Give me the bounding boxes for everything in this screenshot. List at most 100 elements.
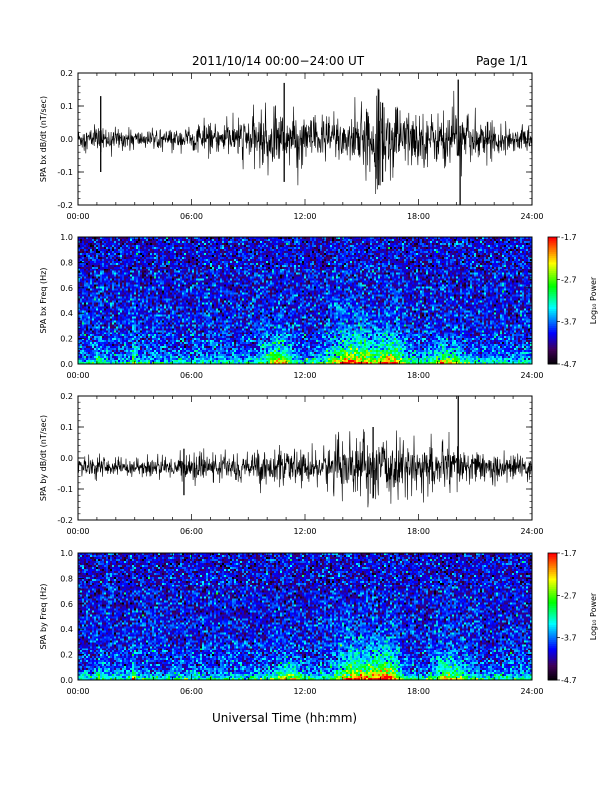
colorbar-segment [548,624,557,628]
colorbar-segment [548,344,557,348]
colorbar-segment [548,578,557,582]
colorbar-segment [548,580,557,584]
colorbar-segment [548,567,557,571]
y-tick-label: 1.0 [60,549,73,558]
y-tick-label: 0.8 [60,574,73,583]
x-tick-label: 18:00 [407,527,430,536]
colorbar-segment [548,629,557,632]
colorbar-segment [548,302,557,306]
colorbar-segment [548,270,557,274]
colorbar-segment [548,622,557,626]
x-tick-label: 12:00 [293,527,316,536]
bx-spectrogram-panel: 00:00 06:00 12:00 18:00 24:00 0.0 0.2 0.4 0.6 0.8… [39,233,598,380]
colorbar-segment [548,264,557,268]
colorbar-segment [548,268,557,272]
colorbar-segment [548,605,557,609]
y-tick-label: -0.1 [57,168,73,177]
colorbar-segment [548,669,557,673]
colorbar-segment [548,576,557,579]
colorbar-segment [548,601,557,605]
colorbar-segment [548,620,557,624]
colorbar-segment [548,597,557,601]
colorbar-segment [548,588,557,592]
x-tick-label: 00:00 [66,527,89,536]
y-tick-label: 0.2 [60,651,73,660]
colorbar-segment [548,328,557,331]
colorbar-label: Log₁₀ Power [589,276,598,324]
colorbar-segment [548,285,557,289]
colorbar-segment [548,304,557,308]
colorbar-segment [548,266,557,270]
x-tick-label: 06:00 [180,212,203,221]
colorbar-segment [548,332,557,335]
x-tick-label: 24:00 [520,212,543,221]
colorbar-segment [548,262,557,266]
colorbar-segment [548,667,557,670]
colorbar-segment [548,614,557,617]
colorbar-frame [547,236,558,365]
colorbar-segment [548,300,557,304]
colorbar-segment [548,361,557,365]
colorbar-segment [548,654,557,658]
colorbar-tick-label: -4.7 [561,360,577,369]
colorbar-segment [548,616,557,620]
colorbar-segment [548,311,557,314]
colorbar-segment [548,673,557,677]
colorbar-segment [548,317,557,321]
colorbar-segment [548,272,557,276]
colorbar-segment [548,340,557,344]
colorbar-segment [548,347,557,350]
colorbar-segment [548,357,557,361]
by-waveform-panel: 00:00 06:00 12:00 18:00 24:00 -0.2 -0.1 0.0 0.1 0… [39,392,544,536]
colorbar-segment [548,639,557,643]
colorbar-segment [548,313,557,316]
colorbar-segment [548,253,557,257]
colorbar-segment [548,599,557,603]
colorbar-segment [548,319,557,323]
y-tick-label: 0.0 [60,454,73,463]
colorbar-segment [548,677,557,681]
colorbar-segment [548,633,557,637]
waveform-trace [77,88,533,195]
colorbar-segment [548,603,557,607]
colorbar-tick-label: -4.7 [561,676,577,685]
colorbar-segment [548,323,557,327]
y-axis-label: SPA bx Freq (Hz) [39,268,48,334]
colorbar-segment [548,245,557,249]
colorbar-tick-label: -3.7 [561,634,577,643]
bx-waveform-panel: 00:00 06:00 12:00 18:00 24:00 -0.2 -0.1 0.0 0.1 0… [39,69,544,221]
x-tick-label: 24:00 [520,527,543,536]
colorbar-tick-label: -3.7 [561,318,577,327]
colorbar-segment [548,279,557,282]
y-axis-label: SPA by dB/dt (nT/sec) [39,415,48,501]
colorbar-segment [548,251,557,255]
colorbar-segment [548,315,557,318]
y-tick-label: 0.4 [60,309,73,318]
colorbar-segment [548,325,557,329]
figure-title: 2011/10/14 00:00−24:00 UT [192,54,365,68]
colorbar-segment [548,612,557,615]
x-tick-label: 24:00 [520,371,543,380]
colorbar-segment [548,296,557,299]
colorbar-segment [548,306,557,310]
colorbar-segment [548,292,557,295]
colorbar-segment [548,237,557,240]
x-axis-label: Universal Time (hh:mm) [212,711,358,725]
colorbar-segment [548,353,557,357]
y-tick-label: -0.1 [57,485,73,494]
colorbar-segment [548,658,557,662]
colorbar-segment [548,584,557,588]
colorbar-segment [548,593,557,596]
colorbar-segment [548,243,557,246]
y-tick-label: 1.0 [60,233,73,242]
y-tick-label: 0.8 [60,258,73,267]
colorbar-segment [548,582,557,586]
colorbar-tick-label: -2.7 [561,591,577,600]
colorbar-segment [548,586,557,590]
colorbar-segment [548,561,557,565]
y-tick-label: 0.1 [60,102,73,111]
colorbar-segment [548,294,557,297]
y-tick-label: -0.2 [57,201,73,210]
colorbar-segment [548,275,557,278]
colorbar-segment [548,553,557,556]
